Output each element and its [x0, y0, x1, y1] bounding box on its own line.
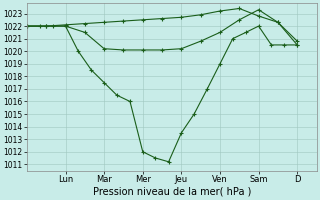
X-axis label: Pression niveau de la mer( hPa ): Pression niveau de la mer( hPa ): [92, 187, 251, 197]
